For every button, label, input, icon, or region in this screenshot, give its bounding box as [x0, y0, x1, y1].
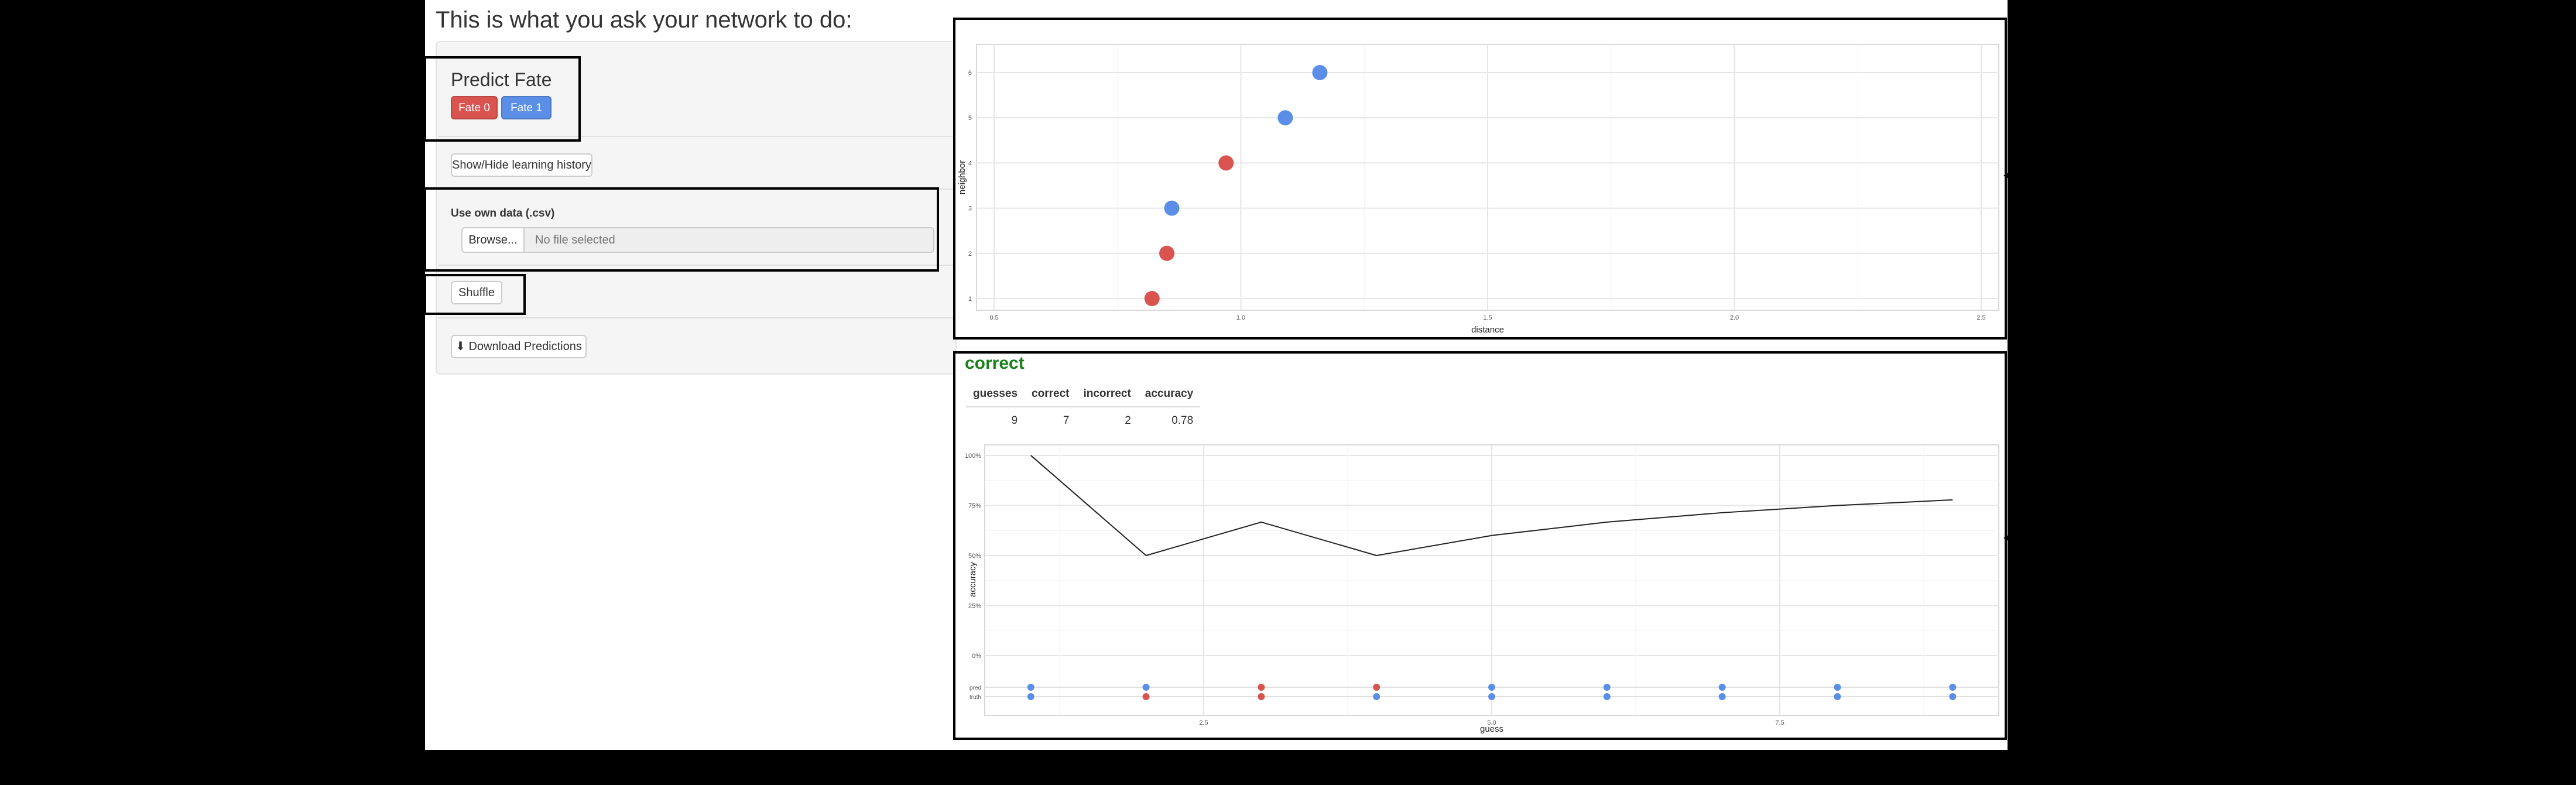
x-tick-label: 2.0 — [1730, 314, 1739, 321]
app-page: This is what you ask your network to do:… — [424, 0, 2013, 750]
tick-labels: 0% 25% 50% 75% 100% 2.5 5.0 7.5 pred truth — [965, 453, 1784, 726]
truth-point — [1603, 693, 1611, 700]
fate-1-button[interactable]: Fate 1 — [501, 96, 551, 119]
y-tick-label: 1 — [968, 296, 972, 303]
x-tick-label: 7.5 — [1775, 719, 1784, 726]
pred-point — [1603, 684, 1611, 691]
x-tick-label: 1.5 — [1483, 314, 1492, 321]
learning-history-panel: correct guesses correct incorrect accura… — [953, 351, 2007, 740]
x-axis-label: guess — [1480, 724, 1503, 734]
browse-button[interactable]: Browse... — [461, 227, 525, 253]
y-tick-label: 5 — [968, 115, 972, 122]
pred-point — [1027, 684, 1034, 691]
y-tick-label: 25% — [968, 603, 981, 610]
shuffle-button[interactable]: Shuffle — [451, 281, 502, 304]
tick-labels: 0.5 1.0 1.5 2.0 2.5 1 2 3 4 5 6 — [968, 70, 1986, 321]
data-point — [1312, 65, 1328, 80]
pred-point — [1258, 684, 1265, 691]
cell-accuracy: 0.78 — [1171, 414, 1194, 427]
truth-point — [1834, 693, 1841, 700]
result-text: correct — [965, 354, 1025, 373]
col-guesses: guesses — [966, 384, 1025, 407]
data-points — [1144, 65, 1328, 306]
data-point — [1159, 245, 1175, 261]
x-tick-label: 2.5 — [1199, 719, 1208, 726]
x-tick-label: 2.5 — [1976, 314, 1985, 321]
stats-table: guesses correct incorrect accuracy 9 7 2… — [966, 384, 1201, 431]
divider — [438, 317, 954, 318]
y-tick-label: 4 — [968, 160, 972, 167]
accuracy-series-line — [1030, 455, 1953, 557]
col-correct: correct — [1025, 384, 1077, 407]
download-label: Download Predictions — [468, 340, 582, 353]
truth-point — [1949, 693, 1957, 700]
x-tick-label: 1.0 — [1236, 314, 1245, 321]
x-tick-label: 5.0 — [1487, 719, 1496, 726]
neighbor-scatter-plot: 0.5 1.0 1.5 2.0 2.5 1 2 3 4 5 6 distance neighbor — [957, 44, 1999, 335]
sidebar-panel: Predict Fate Fate 0 Fate 1 Show/Hide lea… — [424, 41, 957, 375]
pred-point — [1488, 684, 1495, 691]
x-tick-label: 0.5 — [989, 314, 998, 321]
highlight-upload — [424, 187, 939, 272]
data-point — [1164, 200, 1180, 216]
pointer-arrow — [2003, 170, 2013, 181]
y-axis-label: neighbor — [957, 160, 967, 194]
file-name-field[interactable] — [523, 227, 934, 253]
data-point — [1218, 155, 1234, 171]
y-axis-label: accuracy — [968, 561, 978, 597]
download-icon: ⬇ — [455, 340, 465, 353]
truth-point — [1142, 693, 1150, 700]
pred-point — [1373, 684, 1381, 691]
table-row: 9 7 2 0.78 — [966, 407, 1200, 431]
truth-point — [1373, 693, 1381, 700]
neighbor-plot-panel: 0.5 1.0 1.5 2.0 2.5 1 2 3 4 5 6 distance neighbor — [953, 18, 2007, 340]
file-upload: Browse... — [461, 227, 934, 253]
y-tick-label: 50% — [968, 553, 981, 560]
pred-point — [1949, 684, 1957, 691]
cell-guesses: 9 — [1011, 414, 1018, 427]
fate-0-button[interactable]: Fate 0 — [451, 96, 498, 119]
toggle-history-button[interactable]: Show/Hide learning history — [451, 153, 592, 177]
cell-incorrect: 2 — [1125, 414, 1131, 427]
divider — [438, 136, 954, 137]
truth-point — [1027, 693, 1034, 700]
pred-point — [1142, 684, 1150, 691]
page-title: This is what you ask your network to do: — [436, 7, 852, 33]
data-point — [1144, 291, 1160, 306]
y-tick-label: 2 — [968, 251, 972, 258]
x-axis-label: distance — [1471, 325, 1504, 335]
y-tick-label: 6 — [968, 70, 972, 77]
y-tick-label: 3 — [968, 205, 972, 212]
truth-point — [1718, 693, 1726, 700]
predict-fate-title: Predict Fate — [451, 69, 552, 90]
divider — [438, 265, 954, 266]
accuracy-line — [1030, 455, 1953, 557]
y-tick-label: 100% — [965, 453, 981, 460]
y-tick-label: 75% — [968, 503, 981, 510]
truth-point — [1488, 693, 1495, 700]
upload-label: Use own data (.csv) — [451, 207, 555, 220]
pred-point — [1718, 684, 1726, 691]
pred-point — [1834, 684, 1841, 691]
highlight-shuffle — [424, 274, 526, 315]
strip-label: pred — [970, 685, 981, 691]
y-tick-label: 0% — [972, 653, 981, 660]
truth-point — [1258, 693, 1265, 700]
download-predictions-button[interactable]: ⬇ Download Predictions — [451, 335, 587, 358]
highlight-predict — [424, 56, 581, 142]
strip-label: truth — [970, 694, 981, 701]
cell-correct: 7 — [1063, 414, 1070, 427]
col-incorrect: incorrect — [1076, 384, 1138, 407]
prediction-strip — [1027, 684, 1957, 700]
data-point — [1277, 110, 1293, 126]
col-accuracy: accuracy — [1138, 384, 1201, 407]
pointer-arrow — [2003, 532, 2013, 544]
